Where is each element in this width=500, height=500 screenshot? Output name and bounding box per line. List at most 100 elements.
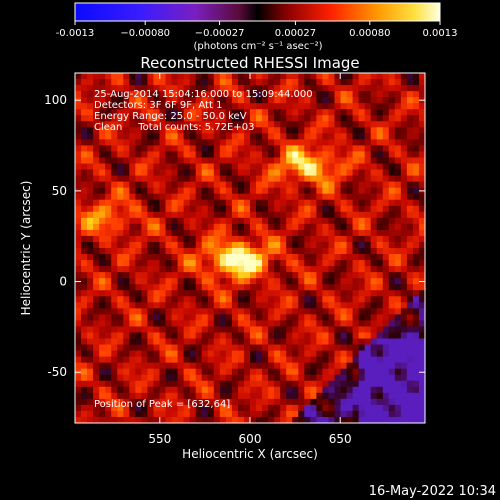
heatmap-cell (225, 187, 233, 195)
heatmap-cell (75, 302, 82, 309)
y-tick-label: 100 (44, 93, 67, 107)
heatmap-cell (129, 181, 136, 189)
heatmap-cell (177, 145, 185, 152)
heatmap-cell (141, 302, 148, 309)
plot-area (75, 73, 425, 423)
heatmap-cell (268, 308, 275, 315)
heatmap-cell (153, 211, 160, 219)
heatmap-cell (159, 133, 166, 140)
heatmap-cell (117, 416, 124, 423)
heatmap-cell (135, 133, 142, 140)
heatmap-cell (274, 229, 281, 237)
heatmap-cell (304, 133, 311, 140)
heatmap-cell (370, 404, 378, 412)
heatmap-cell (394, 97, 402, 104)
heatmap-cell (153, 404, 160, 412)
heatmap-cell (165, 326, 172, 333)
heatmap-cell (364, 332, 372, 339)
heatmap-cell (298, 386, 305, 394)
heatmap-cell (274, 260, 281, 267)
heatmap-cell (213, 139, 221, 146)
heatmap-cell (286, 229, 293, 237)
heatmap-cell (292, 199, 299, 207)
heatmap-cell (388, 296, 396, 303)
heatmap-cell (87, 199, 94, 207)
heatmap-cell (165, 332, 172, 339)
heatmap-cell (195, 308, 203, 315)
heatmap-cell (334, 241, 341, 249)
heatmap-cell (75, 290, 82, 297)
heatmap-cell (171, 386, 178, 394)
heatmap-cell (177, 223, 185, 231)
heatmap-cell (207, 410, 215, 418)
heatmap-cell (388, 266, 396, 273)
heatmap-cell (352, 217, 360, 225)
heatmap-cell (376, 79, 384, 86)
heatmap-cell (177, 380, 185, 388)
heatmap-cell (418, 145, 425, 152)
heatmap-cell (382, 362, 390, 370)
heatmap-cell (75, 151, 82, 158)
heatmap-cell (237, 278, 245, 285)
heatmap-cell (286, 278, 293, 285)
heatmap-cell (153, 133, 160, 140)
heatmap-cell (111, 272, 118, 279)
heatmap-cell (280, 157, 287, 164)
heatmap-cell (171, 91, 178, 98)
heatmap-cell (340, 290, 347, 297)
heatmap-cell (135, 79, 142, 86)
heatmap-cell (153, 175, 160, 183)
heatmap-cell (364, 157, 372, 164)
heatmap-cell (87, 362, 94, 370)
heatmap-cell (298, 79, 305, 86)
heatmap-cell (135, 344, 142, 351)
heatmap-cell (310, 404, 317, 412)
heatmap-cell (171, 260, 178, 267)
heatmap-cell (352, 139, 360, 146)
heatmap-cell (286, 241, 293, 249)
heatmap-cell (189, 416, 197, 423)
heatmap-cell (153, 248, 160, 255)
heatmap-cell (268, 121, 275, 128)
heatmap-cell (412, 103, 420, 110)
heatmap-cell (364, 410, 372, 418)
heatmap-cell (165, 121, 172, 128)
heatmap-cell (382, 181, 390, 189)
heatmap-cell (129, 272, 136, 279)
heatmap-cell (171, 85, 178, 92)
heatmap-cell (159, 290, 166, 297)
heatmap-cell (418, 254, 425, 261)
heatmap-cell (207, 248, 215, 255)
heatmap-cell (177, 187, 185, 195)
heatmap-cell (418, 392, 425, 400)
heatmap-cell (153, 368, 160, 376)
heatmap-cell (346, 296, 353, 303)
heatmap-cell (147, 284, 154, 291)
heatmap-cell (153, 205, 160, 213)
heatmap-cell (135, 308, 142, 315)
heatmap-cell (316, 163, 323, 170)
colorbar-unit-label: (photons cm⁻² s⁻¹ asec⁻²) (193, 41, 322, 52)
heatmap-cell (286, 326, 293, 333)
heatmap-cell (165, 392, 172, 400)
heatmap-cell (292, 344, 299, 351)
heatmap-cell (81, 151, 88, 158)
heatmap-cell (274, 97, 281, 104)
heatmap-cell (81, 175, 88, 183)
heatmap-cell (177, 127, 185, 134)
heatmap-cell (207, 374, 215, 382)
heatmap-cell (135, 410, 142, 418)
heatmap-cell (274, 368, 281, 376)
heatmap-cell (340, 187, 347, 195)
heatmap-cell (189, 254, 197, 261)
heatmap-cell (99, 109, 106, 116)
heatmap-cell (123, 97, 130, 104)
heatmap-cell (141, 181, 148, 189)
heatmap-cell (171, 151, 178, 158)
heatmap-cell (123, 127, 130, 134)
heatmap-cell (219, 344, 227, 351)
heatmap-cell (105, 211, 112, 219)
heatmap-cell (147, 157, 154, 164)
heatmap-cell (406, 368, 414, 376)
heatmap-cell (243, 187, 251, 195)
